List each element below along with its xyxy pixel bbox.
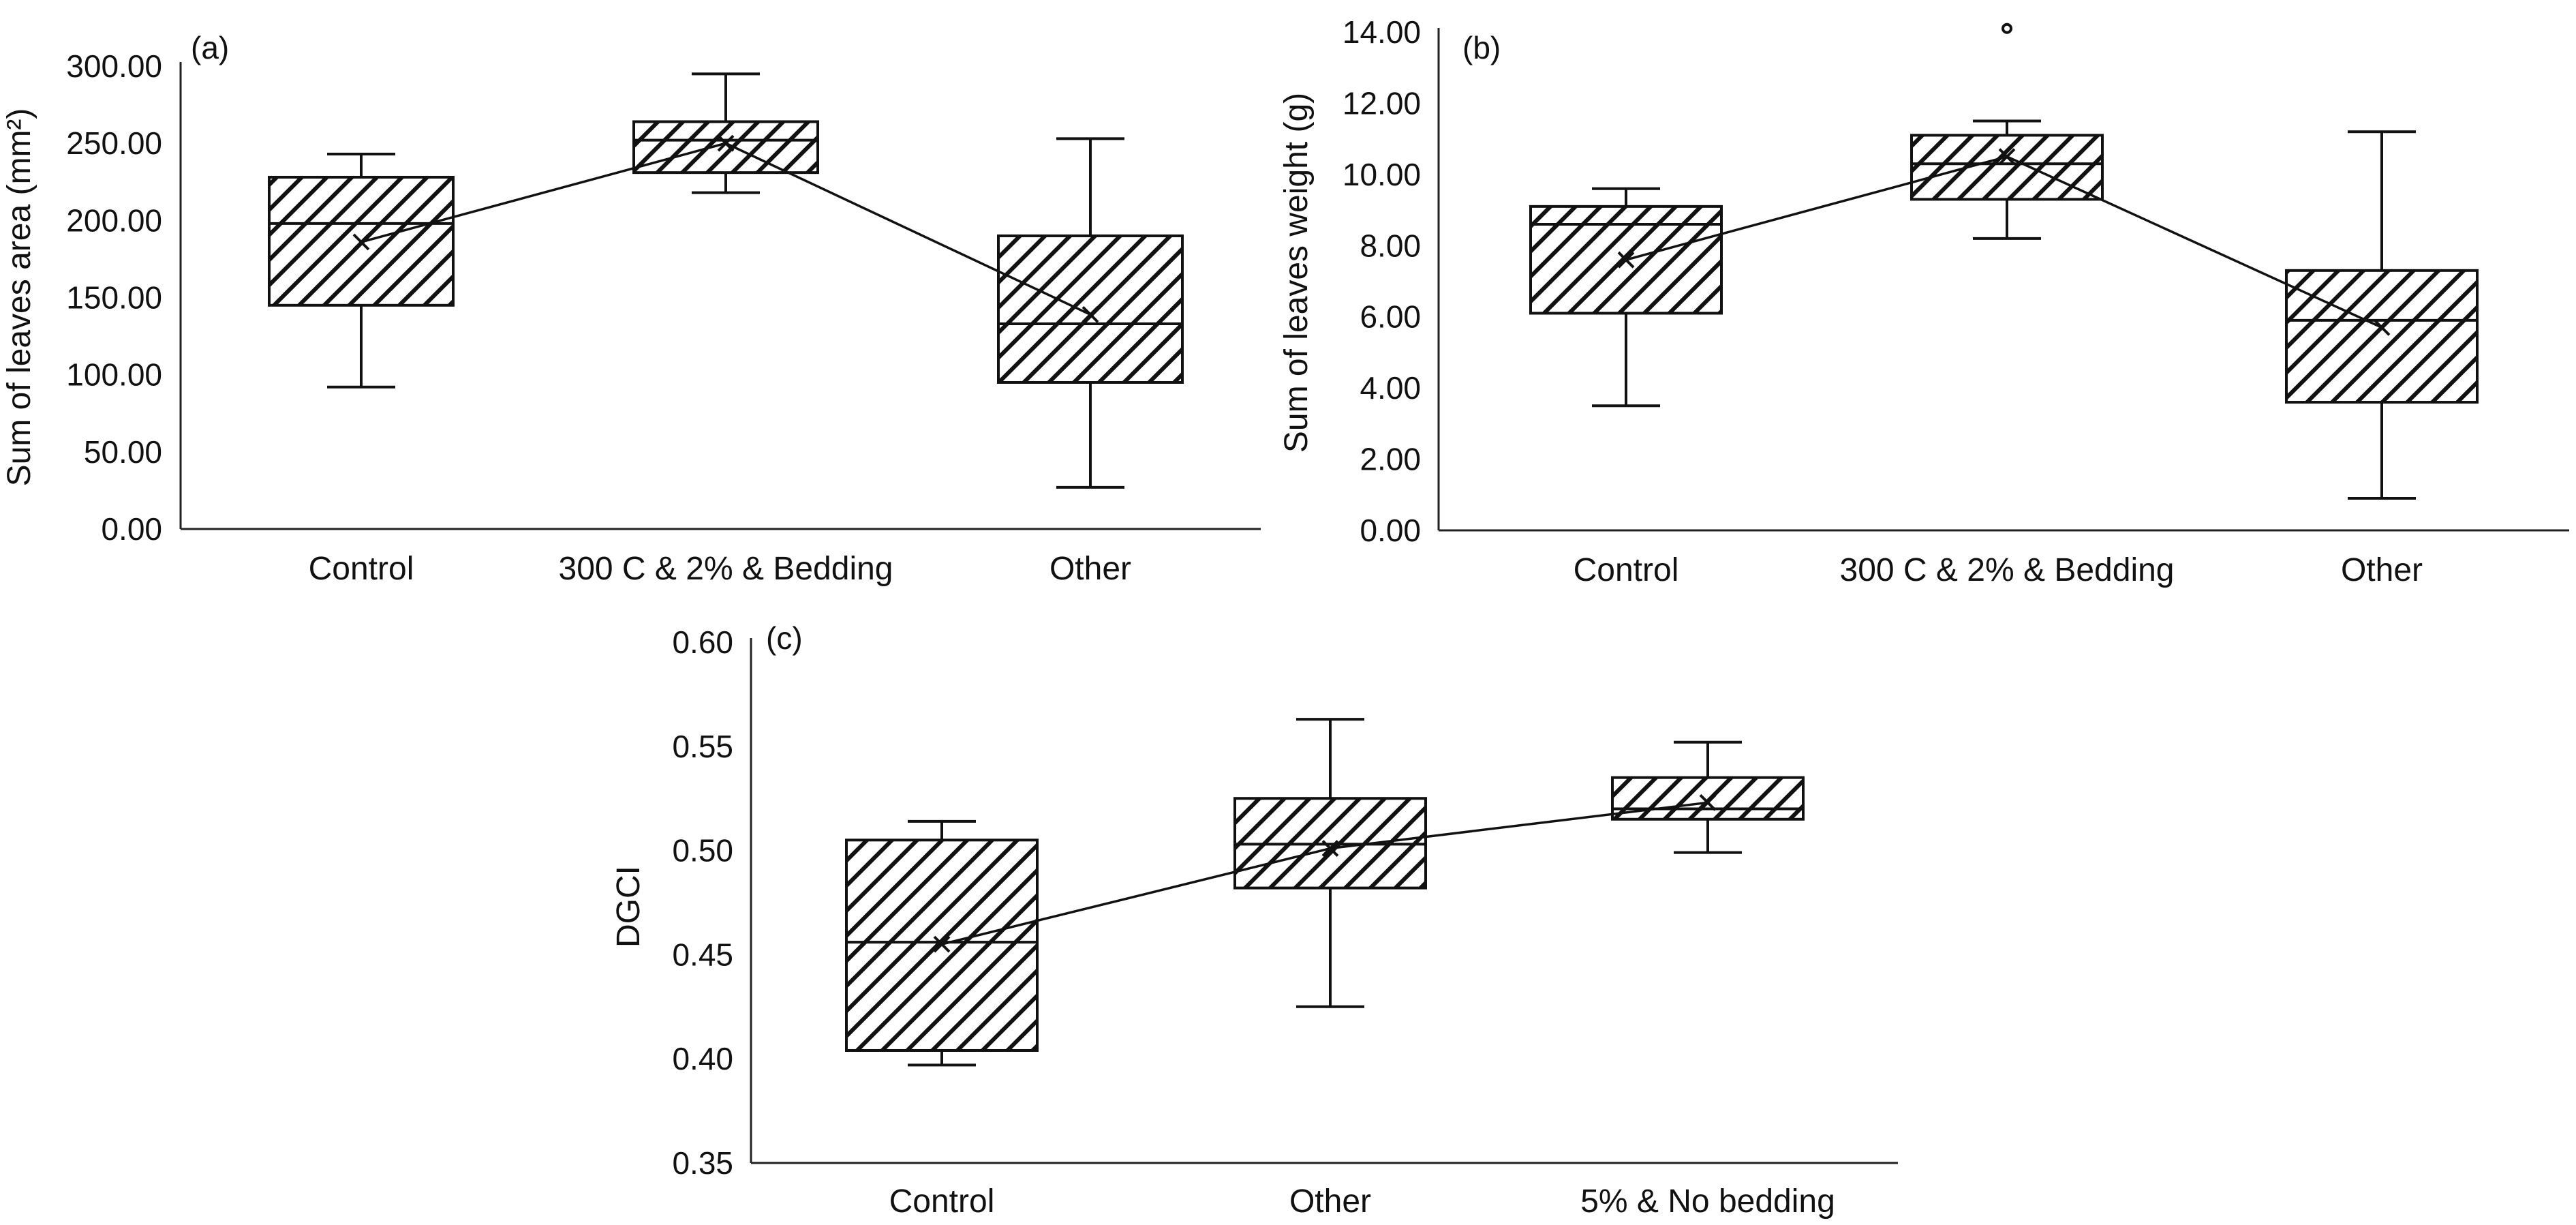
y-tick-label-a: 300.00 xyxy=(66,48,162,84)
y-tick-label-a: 200.00 xyxy=(66,202,162,238)
y-tick-label-b: 6.00 xyxy=(1360,299,1421,335)
y-tick-label-c: 0.35 xyxy=(672,1145,733,1181)
mean-marker-b xyxy=(1998,148,2016,166)
mean-marker-stroke xyxy=(1082,305,1099,323)
mean-marker-c xyxy=(933,935,951,953)
mean-marker-stroke xyxy=(1617,251,1635,269)
mean-marker-b xyxy=(1617,251,1635,269)
x-category-label-c: Other xyxy=(1289,1183,1371,1220)
panel-label-a: (a) xyxy=(191,30,229,65)
outlier-point-b xyxy=(2002,22,2012,34)
mean-marker-c xyxy=(1321,840,1339,857)
y-tick-label-a: 0.00 xyxy=(101,511,162,547)
x-category-label-a: Other xyxy=(1049,551,1131,587)
mean-marker-stroke xyxy=(2373,318,2391,336)
panel-label-b: (b) xyxy=(1462,30,1501,65)
y-tick-label-c: 0.50 xyxy=(672,833,733,868)
panel-b-leaves-weight: (b) Sum of leaves weight (g) 0.00 2.00 4.0… xyxy=(1278,14,2569,588)
box-b xyxy=(1910,134,2104,201)
x-category-label-c: 5% & No bedding xyxy=(1580,1183,1835,1220)
box-c xyxy=(1611,776,1805,821)
y-tick-label-b: 12.00 xyxy=(1343,85,1421,121)
y-tick-label-b: 8.00 xyxy=(1360,228,1421,263)
mean-marker-stroke xyxy=(717,134,735,152)
panel-a-leaves-area: (a) Sum of leaves area (mm²) 0.00 50.00 10… xyxy=(1,30,1261,587)
mean-marker-stroke xyxy=(1998,148,2016,166)
mean-marker-b xyxy=(2373,318,2391,336)
mean-marker-stroke xyxy=(1699,793,1717,811)
y-tick-label-b: 10.00 xyxy=(1343,157,1421,192)
x-category-label-b: 300 C & 2% & Bedding xyxy=(1840,552,2175,588)
mean-marker-c xyxy=(1699,793,1717,811)
box-a xyxy=(997,234,1184,384)
box-b xyxy=(2285,269,2479,404)
y-tick-label-a: 50.00 xyxy=(84,434,162,470)
panel-label-c: (c) xyxy=(766,620,803,656)
x-category-label-b: Control xyxy=(1574,552,1679,588)
mean-marker-a xyxy=(1082,305,1099,323)
mean-marker-stroke xyxy=(1321,840,1339,857)
x-category-label-c: Control xyxy=(889,1183,995,1220)
y-axis-title-a: Sum of leaves area (mm²) xyxy=(1,108,37,487)
x-category-label-a: 300 C & 2% & Bedding xyxy=(559,551,893,587)
y-tick-label-b: 4.00 xyxy=(1360,370,1421,406)
y-axis-title-c: DGCI xyxy=(611,866,647,948)
panel-c-dgci: (c) DGCI 0.35 0.40 0.45 0.50 0.55 0.60 Control… xyxy=(611,620,1898,1220)
y-tick-label-b: 2.00 xyxy=(1360,442,1421,477)
mean-marker-stroke xyxy=(933,935,951,953)
y-tick-label-b: 14.00 xyxy=(1343,14,1421,50)
mean-marker-stroke xyxy=(352,233,370,251)
mean-marker-a xyxy=(352,233,370,251)
mean-marker-a xyxy=(717,134,735,152)
x-category-label-b: Other xyxy=(2341,552,2423,588)
y-tick-label-c: 0.40 xyxy=(672,1041,733,1076)
x-category-label-a: Control xyxy=(309,551,414,587)
y-tick-label-c: 0.60 xyxy=(672,624,733,660)
box-a xyxy=(632,120,819,175)
y-tick-label-c: 0.55 xyxy=(672,729,733,764)
y-tick-label-c: 0.45 xyxy=(672,937,733,972)
y-axis-title-b: Sum of leaves weight (g) xyxy=(1278,93,1315,453)
y-tick-label-a: 150.00 xyxy=(66,280,162,316)
y-tick-label-a: 100.00 xyxy=(66,357,162,393)
box-a xyxy=(268,175,455,307)
y-tick-label-a: 250.00 xyxy=(66,125,162,161)
y-tick-label-b: 0.00 xyxy=(1360,513,1421,548)
